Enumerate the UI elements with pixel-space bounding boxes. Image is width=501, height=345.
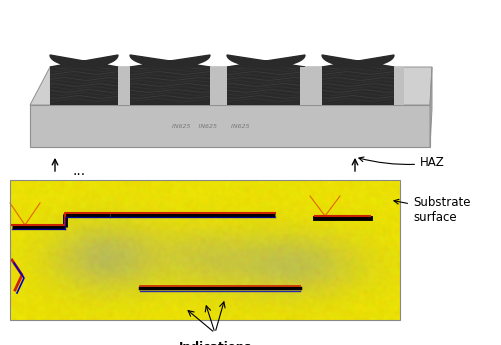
Text: HAZ: HAZ [358, 157, 444, 169]
Polygon shape [226, 55, 305, 67]
Text: ...: ... [73, 164, 86, 178]
Polygon shape [429, 67, 431, 147]
Text: Indications: Indications [178, 341, 251, 345]
Bar [30, 105, 429, 147]
Polygon shape [300, 67, 321, 105]
Bar [17, 3, 444, 152]
Polygon shape [30, 67, 431, 105]
Polygon shape [321, 55, 393, 67]
Polygon shape [130, 55, 209, 67]
Text: IN625    IN625       IN625: IN625 IN625 IN625 [172, 125, 249, 129]
Bar [10, 180, 399, 320]
Polygon shape [50, 67, 118, 105]
Polygon shape [209, 67, 226, 105]
Polygon shape [321, 67, 393, 105]
Polygon shape [50, 55, 118, 67]
Polygon shape [118, 67, 130, 105]
Text: Substrate
surface: Substrate surface [393, 196, 469, 224]
Polygon shape [130, 67, 209, 105]
Polygon shape [226, 67, 305, 105]
Polygon shape [393, 67, 403, 105]
